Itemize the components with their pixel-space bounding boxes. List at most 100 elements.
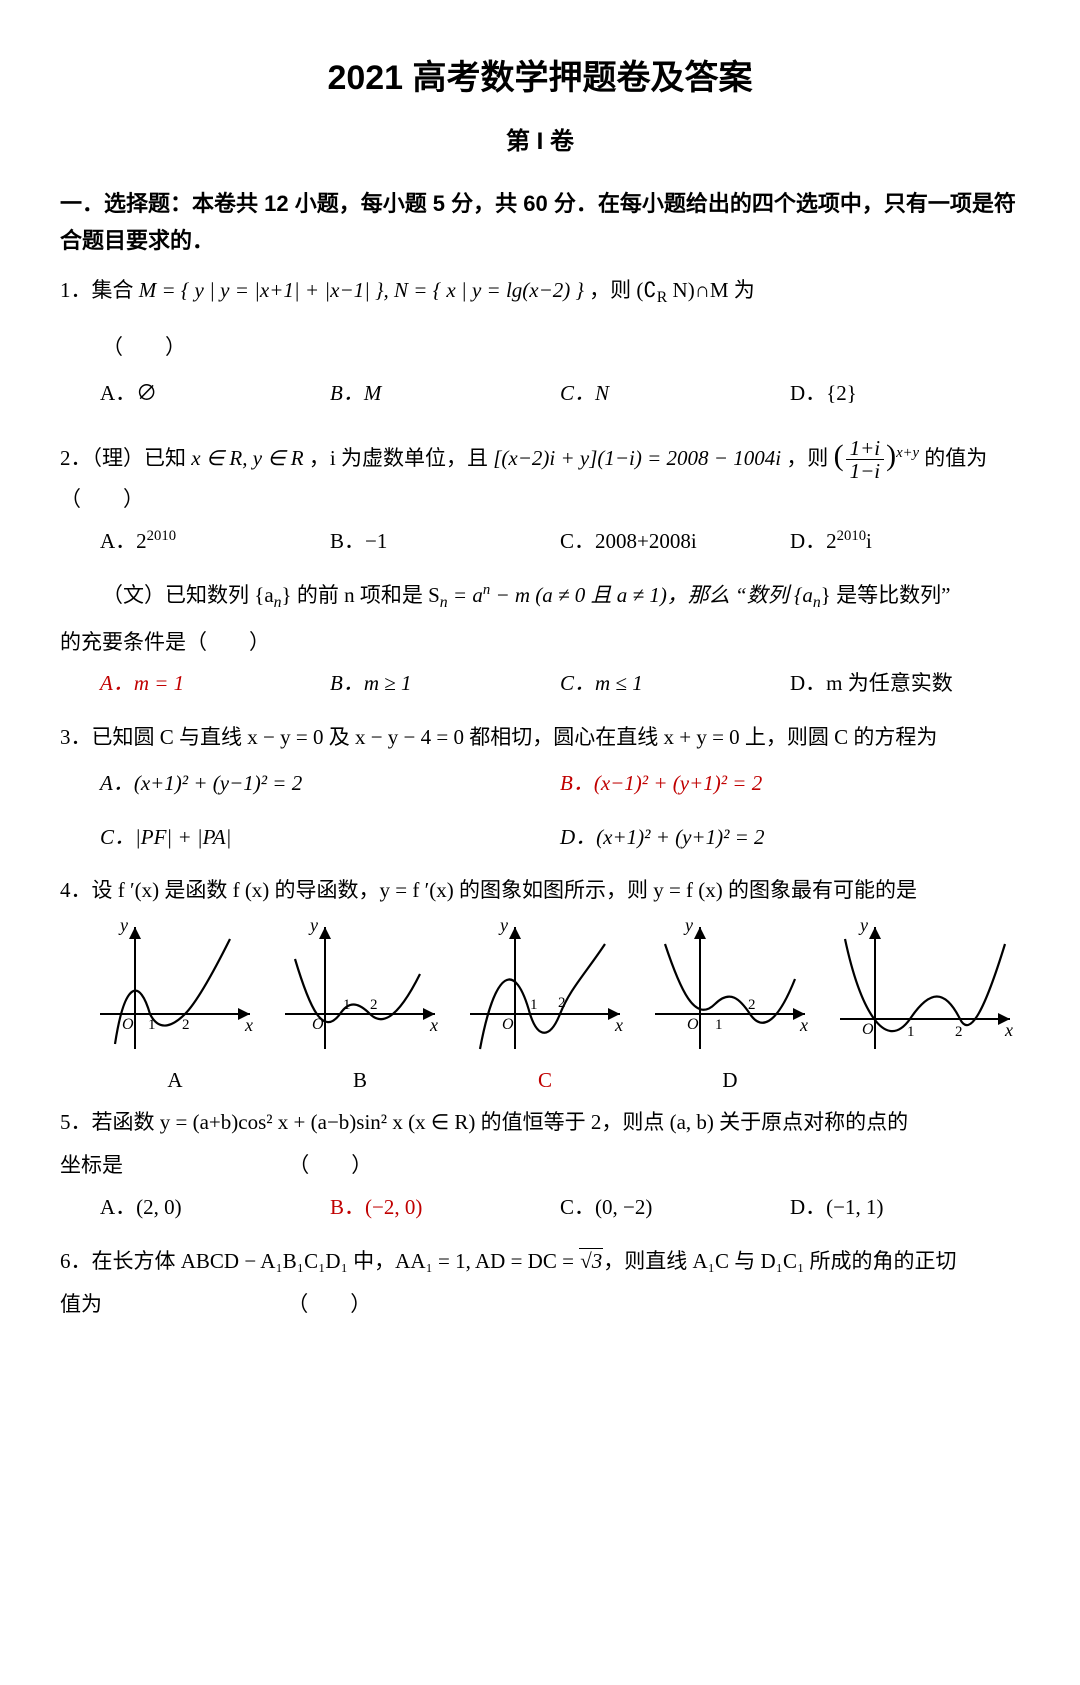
svg-text:O: O — [687, 1016, 699, 1033]
q6-pre: 6．在长方体 ABCD − A₁B₁C₁D₁ 中，AA₁ = 1, AD = D… — [60, 1249, 579, 1273]
q2wen-opt-b: B．m ≥ 1 — [330, 666, 560, 702]
graph-a-label: A — [167, 1063, 182, 1099]
q2li-fraction: 1+i 1−i — [846, 437, 885, 482]
svg-text:O: O — [502, 1016, 514, 1033]
section-header: 一．选择题：本卷共 12 小题，每小题 5 分，共 60 分．在每小题给出的四个… — [60, 185, 1020, 260]
graph-c-label: C — [538, 1063, 552, 1099]
q1-opt-b: B．M — [330, 376, 560, 412]
graph-d-svg: y x O 1 2 — [645, 919, 815, 1059]
q1-opt-c: C．N — [560, 376, 790, 412]
q5-opt-c: C．(0, −2) — [560, 1190, 790, 1226]
svg-text:2: 2 — [558, 995, 566, 1011]
exam-page: 2021 高考数学押题卷及答案 第 I 卷 一．选择题：本卷共 12 小题，每小… — [0, 0, 1080, 1369]
q2li-opt-b: B．−1 — [330, 524, 560, 560]
svg-text:y: y — [498, 919, 508, 935]
q2li-num: 1+i — [846, 437, 885, 460]
q2wen-line2: 的充要条件是（ ） — [60, 625, 1020, 661]
question-2-li: 2．（理）已知 x ∈ R, y ∈ R ，i 为虚数单位，且 [(x−2)i … — [60, 430, 1020, 518]
q3-opt-b: B．(x−1)² + (y+1)² = 2 — [560, 766, 1020, 802]
q6-sqrt3: √3 — [579, 1248, 603, 1273]
q6-mid: ，则直线 A₁C 与 D₁C₁ 所成的角的正切 — [603, 1249, 956, 1273]
graph-d: y x O 1 2 D — [645, 919, 815, 1099]
svg-text:1: 1 — [715, 1017, 723, 1033]
graph-a-svg: y x O 1 2 — [90, 919, 260, 1059]
q2wen-opt-c: C．m ≤ 1 — [560, 666, 790, 702]
svg-text:2: 2 — [370, 997, 378, 1013]
svg-text:x: x — [799, 1015, 808, 1035]
question-1: 1．集合 M = { y | y = |x+1| + |x−1| }, N = … — [60, 273, 1020, 312]
graph-b: y x O 1 2 B — [275, 919, 445, 1099]
q5-opt-d: D．(−1, 1) — [790, 1190, 1020, 1226]
svg-text:y: y — [858, 919, 868, 935]
graph-b-label: B — [353, 1063, 367, 1099]
q2wen-opt-a: A．m = 1 — [100, 666, 330, 702]
svg-text:x: x — [1004, 1020, 1013, 1040]
q6-line2-text: 值为 — [60, 1292, 102, 1316]
svg-text:1: 1 — [343, 997, 351, 1013]
page-title: 2021 高考数学押题卷及答案 — [60, 50, 1020, 108]
q1-stem-b: ，则 (∁ — [589, 278, 657, 302]
question-5: 5．若函数 y = (a+b)cos² x + (a−b)sin² x (x ∈… — [60, 1105, 1020, 1141]
q1-options: A．∅ B．M C．N D．{2} — [100, 376, 1020, 412]
q2wen-pre: （文）已知数列 {a — [102, 583, 274, 607]
svg-text:2: 2 — [748, 997, 756, 1013]
question-6: 6．在长方体 ABCD − A₁B₁C₁D₁ 中，AA₁ = 1, AD = D… — [60, 1244, 1020, 1280]
q2li-opt-d: D．22010i — [790, 524, 1020, 560]
q1-set-defs: M = { y | y = |x+1| + |x−1| }, N = { x |… — [139, 278, 584, 302]
q3-options-row2: C．|PF| + |PA| D．(x+1)² + (y+1)² = 2 — [100, 820, 1020, 856]
question-4: 4．设 f ′(x) 是函数 f (x) 的导函数，y = f ′(x) 的图象… — [60, 873, 1020, 909]
graph-b-svg: y x O 1 2 — [275, 919, 445, 1059]
q2li-den: 1−i — [846, 460, 885, 482]
svg-text:y: y — [308, 919, 318, 935]
q5-opt-b: B．(−2, 0) — [330, 1190, 560, 1226]
q2li-options: A．22010 B．−1 C．2008+2008i D．22010i — [100, 524, 1020, 560]
q5-line2: 坐标是 （ ） — [60, 1148, 1020, 1184]
q3-options-row1: A．(x+1)² + (y−1)² = 2 B．(x−1)² + (y+1)² … — [100, 766, 1020, 802]
q2li-pre: 2．（理）已知 — [60, 446, 191, 470]
q2wen-opt-d: D．m 为任意实数 — [790, 666, 1020, 702]
q2li-exp: x+y — [896, 445, 919, 461]
graph-row: y x O 1 2 A y x O 1 2 B — [90, 919, 1020, 1099]
graph-c-svg: y x O 1 2 — [460, 919, 630, 1059]
graph-ref: y x O 1 2 — [830, 919, 1020, 1099]
graph-a: y x O 1 2 A — [90, 919, 260, 1099]
q2li-mid2: ，则 — [786, 446, 833, 470]
q1-stem-c: N)∩M 为 — [667, 278, 755, 302]
q6-blank: （ ） — [287, 1292, 371, 1316]
q2wen-options: A．m = 1 B．m ≥ 1 C．m ≤ 1 D．m 为任意实数 — [100, 666, 1020, 702]
question-3: 3．已知圆 C 与直线 x − y = 0 及 x − y − 4 = 0 都相… — [60, 720, 1020, 756]
graph-c: y x O 1 2 C — [460, 919, 630, 1099]
q5-line2-text: 坐标是 — [60, 1153, 123, 1177]
q1-stem-a: 1．集合 — [60, 278, 139, 302]
svg-text:2: 2 — [955, 1024, 963, 1040]
q2li-xy: x ∈ R, y ∈ R — [191, 446, 303, 470]
svg-text:2: 2 — [182, 1017, 190, 1033]
q5-options: A．(2, 0) B．(−2, 0) C．(0, −2) D．(−1, 1) — [100, 1190, 1020, 1226]
svg-text:O: O — [312, 1016, 324, 1033]
svg-text:y: y — [683, 919, 693, 935]
q3-opt-d: D．(x+1)² + (y+1)² = 2 — [560, 820, 1020, 856]
graph-ref-svg: y x O 1 2 — [830, 919, 1020, 1059]
q1-sub-R: R — [657, 290, 668, 307]
q2li-eq: [(x−2)i + y](1−i) = 2008 − 1004i — [493, 446, 781, 470]
svg-text:O: O — [862, 1021, 874, 1038]
question-2-wen: （文）已知数列 {an} 的前 n 项和是 Sn = an − m (a ≠ 0… — [60, 578, 1020, 617]
q2li-mid1: ，i 为虚数单位，且 — [309, 446, 493, 470]
q1-opt-d: D．{2} — [790, 376, 1020, 412]
svg-text:O: O — [122, 1016, 134, 1033]
svg-text:x: x — [429, 1015, 438, 1035]
q1-opt-a: A．∅ — [100, 376, 330, 412]
subtitle: 第 I 卷 — [60, 122, 1020, 163]
svg-text:x: x — [244, 1015, 253, 1035]
q5-opt-a: A．(2, 0) — [100, 1190, 330, 1226]
q6-line2: 值为 （ ） — [60, 1287, 1020, 1323]
graph-d-label: D — [722, 1063, 737, 1099]
svg-text:1: 1 — [907, 1024, 915, 1040]
svg-text:y: y — [118, 919, 128, 935]
svg-text:1: 1 — [148, 1017, 156, 1033]
q2li-opt-c: C．2008+2008i — [560, 524, 790, 560]
q5-blank: （ ） — [288, 1153, 372, 1177]
q1-blank: （ ） — [60, 330, 1020, 366]
q2li-opt-a: A．22010 — [100, 524, 330, 560]
svg-text:x: x — [614, 1015, 623, 1035]
